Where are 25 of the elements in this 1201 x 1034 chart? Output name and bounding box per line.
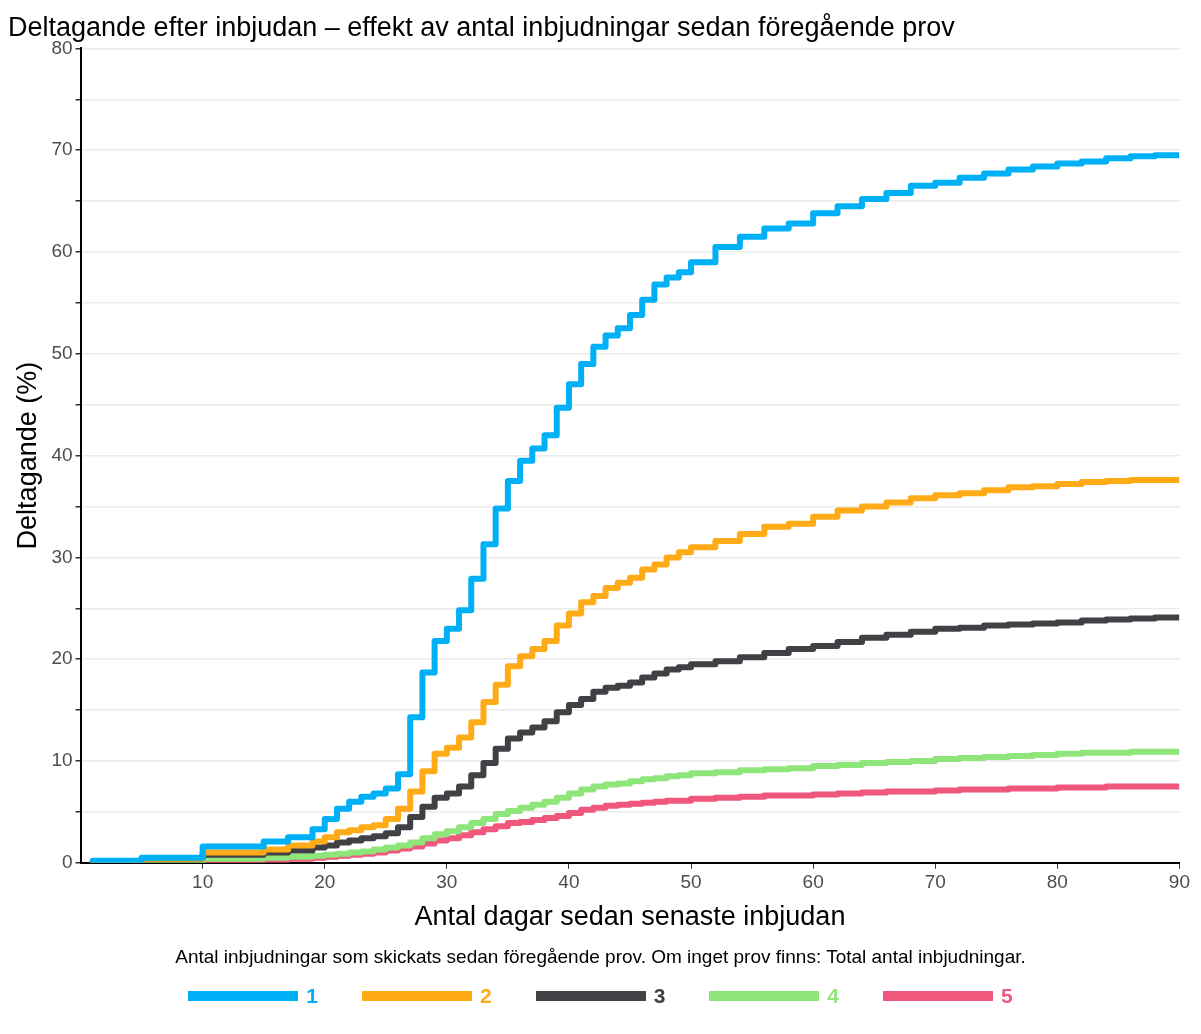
y-tick-label: 50 <box>51 342 73 364</box>
x-tick-label: 80 <box>1046 871 1068 893</box>
y-tick-label: 70 <box>51 138 73 160</box>
legend-title: Antal inbjudningar som skickats sedan föregående prov. Om inget prov finns: Total antal inbjudningar. <box>174 946 1027 968</box>
x-tick-label: 30 <box>436 871 458 893</box>
y-tick-label: 40 <box>51 443 73 465</box>
text: 2 <box>479 984 492 1008</box>
y-tick-label: 60 <box>51 240 73 262</box>
y-tick-label: 30 <box>51 545 73 567</box>
text: 4 <box>827 984 840 1008</box>
x-tick-label: 60 <box>802 871 824 893</box>
x-tick-label: 50 <box>680 871 702 893</box>
x-tick-label: 70 <box>924 871 946 893</box>
text: 5 <box>1001 984 1013 1008</box>
x-tick-label: 90 <box>1168 871 1190 893</box>
x-axis-title: Antal dagar sedan senaste inbjudan <box>414 901 846 932</box>
y-tick-label: 20 <box>51 647 73 669</box>
x-tick-label: 20 <box>314 871 336 893</box>
y-tick-label: 0 <box>61 851 73 873</box>
x-tick-label: 40 <box>558 871 580 893</box>
text: 3 <box>653 984 666 1008</box>
y-tick-label: 10 <box>51 749 73 771</box>
x-tick-label: 10 <box>192 871 214 893</box>
y-axis-title: Deltagande (%) <box>11 361 42 550</box>
text: 1 <box>306 984 318 1008</box>
